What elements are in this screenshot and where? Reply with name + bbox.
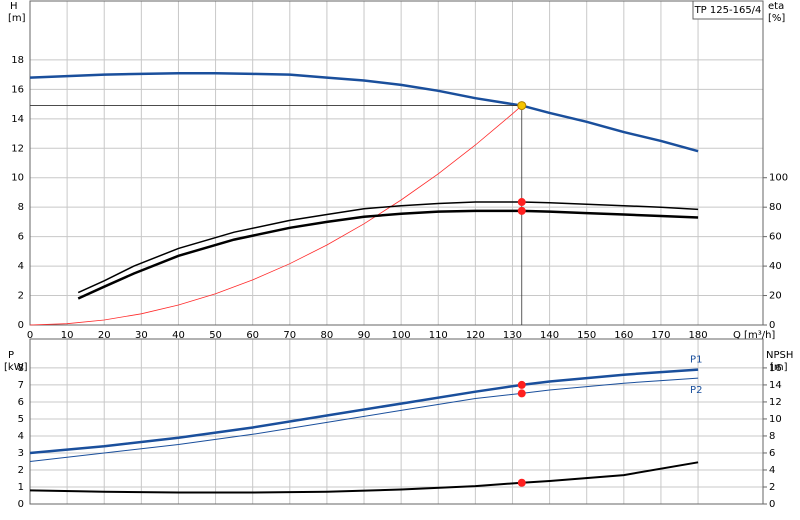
y2-tick-label: 8 xyxy=(769,431,775,442)
y2-tick-label: 80 xyxy=(769,202,782,213)
x-tick-label: 50 xyxy=(209,330,222,341)
x-tick-label: 120 xyxy=(466,330,485,341)
x-tick-label: 160 xyxy=(614,330,633,341)
duty-point xyxy=(517,101,527,111)
x-tick-label: 40 xyxy=(172,330,185,341)
series-line xyxy=(29,377,699,462)
y-axis-label: P xyxy=(8,350,14,361)
y2-tick-label: 14 xyxy=(769,380,782,391)
x-tick-label: 90 xyxy=(358,330,371,341)
chart-title: TP 125-165/4 xyxy=(694,5,762,16)
y-tick-label: 14 xyxy=(11,114,24,125)
y2-tick-label: 6 xyxy=(769,448,775,459)
y-tick-label: 12 xyxy=(11,143,24,154)
y-tick-label: 8 xyxy=(18,363,24,374)
y-tick-label: 4 xyxy=(18,431,24,442)
x-tick-label: 130 xyxy=(503,330,522,341)
duty-point xyxy=(517,380,526,389)
x-tick-label: 100 xyxy=(392,330,411,341)
x-tick-label: 80 xyxy=(321,330,334,341)
x-tick-label: 20 xyxy=(98,330,111,341)
y-axis-unit: [m] xyxy=(8,13,26,24)
series-line xyxy=(77,201,699,294)
y2-tick-label: 12 xyxy=(769,397,782,408)
x-axis-label: Q [m³/h] xyxy=(733,330,775,341)
series-line xyxy=(29,71,699,153)
y2-axis-label: NPSH xyxy=(766,350,793,361)
y2-axis-label: eta xyxy=(768,1,784,12)
x-tick-label: 30 xyxy=(135,330,148,341)
series-line xyxy=(29,461,699,494)
x-tick-label: 150 xyxy=(577,330,596,341)
y-tick-label: 2 xyxy=(18,465,24,476)
plot-frame xyxy=(29,338,764,505)
duty-point xyxy=(517,206,526,215)
series-label: P1 xyxy=(690,355,702,366)
y-axis-unit: [kW] xyxy=(4,362,28,373)
title-box xyxy=(692,0,764,20)
duty-point xyxy=(517,198,526,207)
y-tick-label: 18 xyxy=(11,55,24,66)
y-tick-label: 0 xyxy=(18,320,24,331)
y2-tick-label: 4 xyxy=(769,465,775,476)
duty-point xyxy=(517,389,526,398)
series-line xyxy=(77,209,699,300)
y2-axis-unit: [m] xyxy=(770,362,788,373)
y-tick-label: 3 xyxy=(18,448,24,459)
x-tick-label: 110 xyxy=(429,330,448,341)
y2-tick-label: 2 xyxy=(769,482,775,493)
y-tick-label: 2 xyxy=(18,291,24,302)
y-tick-label: 1 xyxy=(18,482,24,493)
y-tick-label: 16 xyxy=(11,84,24,95)
y2-tick-label: 100 xyxy=(769,173,788,184)
y-tick-label: 7 xyxy=(18,380,24,391)
y-tick-label: 10 xyxy=(11,173,24,184)
series-line xyxy=(29,105,523,326)
y-tick-label: 6 xyxy=(18,232,24,243)
y-axis-label: H xyxy=(10,1,18,12)
plot-frame xyxy=(29,0,764,326)
y2-tick-label: 60 xyxy=(769,232,782,243)
y-tick-label: 5 xyxy=(18,414,24,425)
duty-point xyxy=(517,478,526,487)
y-tick-label: 6 xyxy=(18,397,24,408)
y2-tick-label: 10 xyxy=(769,414,782,425)
y2-tick-label: 20 xyxy=(769,291,782,302)
y2-axis-unit: [%] xyxy=(768,13,785,24)
x-tick-label: 0 xyxy=(27,330,33,341)
x-tick-label: 10 xyxy=(61,330,74,341)
x-tick-label: 70 xyxy=(283,330,296,341)
y-tick-label: 0 xyxy=(18,499,24,510)
y-tick-label: 4 xyxy=(18,261,24,272)
x-tick-label: 180 xyxy=(689,330,708,341)
y2-tick-label: 40 xyxy=(769,261,782,272)
y2-tick-label: 0 xyxy=(769,320,775,331)
x-tick-label: 140 xyxy=(540,330,559,341)
y-tick-label: 8 xyxy=(18,202,24,213)
y2-tick-label: 16 xyxy=(769,363,782,374)
y2-tick-label: 0 xyxy=(769,499,775,510)
x-tick-label: 60 xyxy=(246,330,259,341)
series-label: P2 xyxy=(690,385,702,396)
series-line xyxy=(29,368,699,455)
x-tick-label: 170 xyxy=(651,330,670,341)
